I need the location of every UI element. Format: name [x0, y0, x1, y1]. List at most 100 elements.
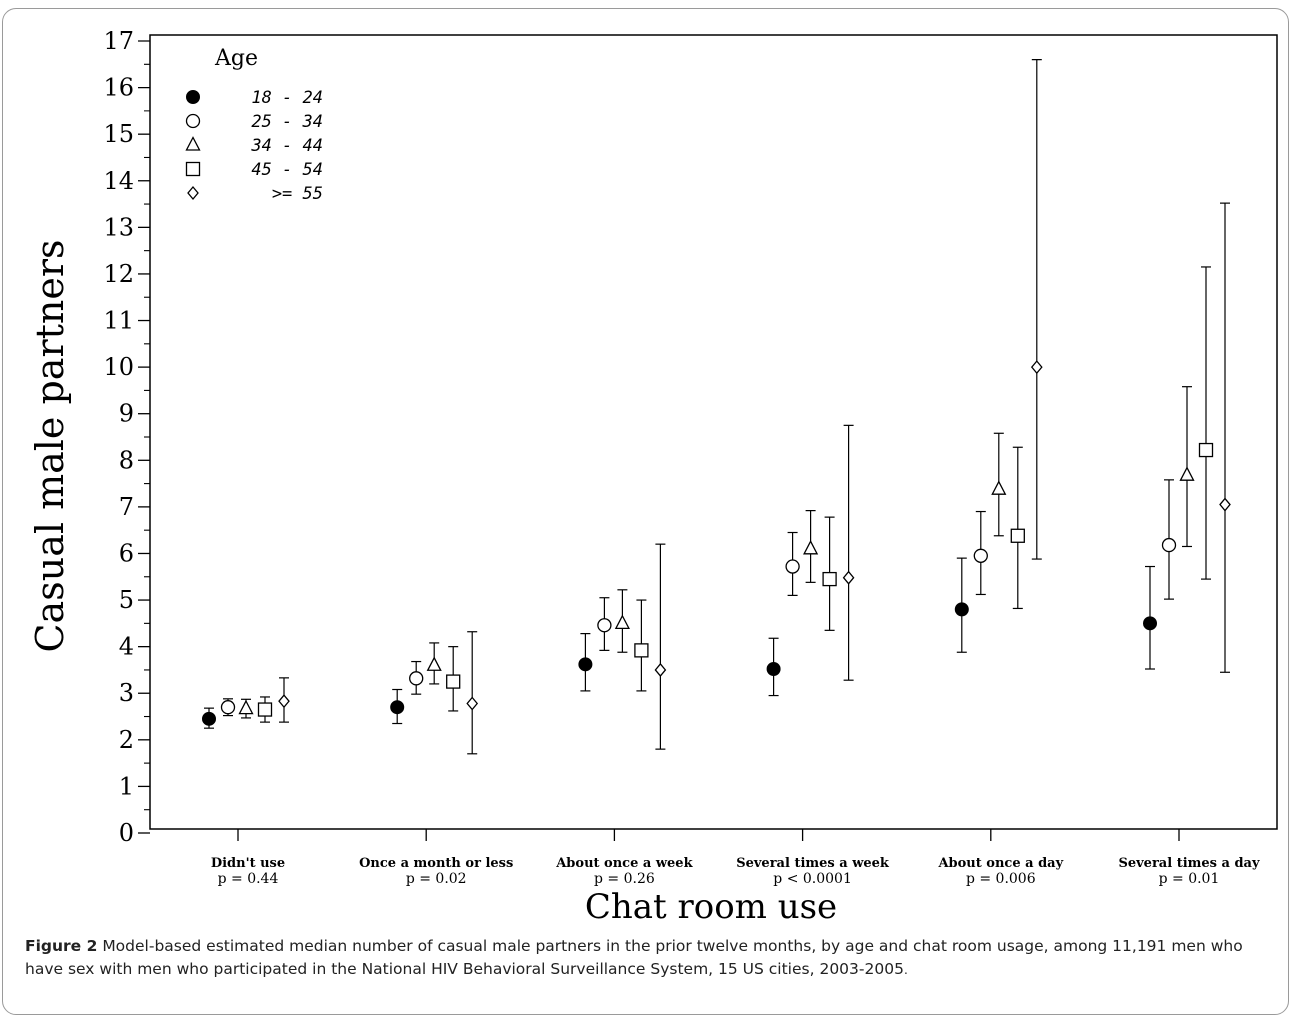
- data-point: [1179, 466, 1195, 481]
- data-point: [446, 674, 461, 689]
- x-p-value-label: p = 0.006: [966, 871, 1036, 887]
- data-point: [202, 711, 216, 726]
- data-point-group: [766, 637, 781, 697]
- data-point-group: [1010, 446, 1025, 610]
- data-point: [1030, 360, 1043, 375]
- data-point: [466, 696, 479, 711]
- data-point: [973, 548, 988, 563]
- data-points: [202, 59, 1231, 755]
- figure-caption: Figure 2 Model-based estimated median nu…: [25, 935, 1275, 982]
- x-category-label: Several times a week: [736, 856, 890, 871]
- data-point-group: [822, 516, 837, 631]
- data-point-group: [954, 557, 969, 653]
- data-point: [578, 657, 593, 672]
- y-axis-title: Casual male partners: [28, 239, 72, 652]
- data-point-group: [390, 688, 405, 725]
- data-point: [954, 602, 969, 617]
- y-tick-label: 10: [103, 353, 134, 381]
- figure-caption-end: .: [903, 963, 908, 977]
- y-tick-label: 4: [119, 633, 134, 661]
- data-point: [220, 700, 236, 715]
- data-point: [654, 662, 667, 677]
- y-tick-label: 14: [103, 167, 134, 195]
- data-point-group: [634, 599, 649, 692]
- data-point-group: [220, 698, 236, 717]
- x-p-value-label: p = 0.02: [406, 871, 467, 887]
- legend-title: Age: [214, 46, 258, 71]
- x-p-value-label: p < 0.0001: [773, 871, 852, 887]
- data-point-group: [614, 589, 630, 653]
- legend-marker: [187, 185, 199, 201]
- data-point: [785, 559, 800, 574]
- y-tick-label: 9: [119, 400, 134, 428]
- data-point: [390, 700, 405, 715]
- x-category-label: Once a month or less: [359, 856, 513, 871]
- figure-caption-text: Model-based estimated median number of c…: [25, 937, 1243, 978]
- legend-marker: [185, 161, 201, 177]
- data-point: [597, 618, 612, 633]
- y-tick-label: 8: [119, 446, 134, 474]
- data-point-group: [1030, 59, 1043, 560]
- data-point-group: [785, 531, 800, 597]
- y-tick-label: 1: [119, 772, 134, 800]
- data-point-group: [578, 633, 593, 692]
- data-point-group: [466, 631, 479, 755]
- x-p-value-label: p = 0.26: [594, 871, 655, 887]
- data-point: [1161, 537, 1177, 553]
- y-tick-label: 17: [103, 27, 134, 55]
- data-point-group: [803, 510, 819, 583]
- legend-marker: [185, 113, 201, 129]
- legend-marker: [186, 90, 200, 104]
- x-category-label: Several times a day: [1118, 856, 1259, 871]
- data-point: [1010, 528, 1025, 543]
- data-point: [1219, 497, 1231, 512]
- figure-label: Figure 2: [25, 937, 98, 955]
- x-category-label: Didn't use: [211, 856, 285, 871]
- legend: Age 18 - 24 25 - 34 34 - 44 45 - 54 >= 55: [185, 46, 323, 204]
- data-point-group: [1198, 266, 1214, 580]
- data-point-group: [1161, 479, 1177, 600]
- data-point-group: [1219, 202, 1231, 673]
- data-point: [614, 614, 630, 630]
- data-point: [803, 539, 819, 555]
- data-point: [842, 570, 855, 585]
- legend-entry-label: 18 - 24: [251, 88, 323, 108]
- data-point-group: [842, 424, 855, 681]
- data-point: [426, 656, 442, 671]
- data-point: [1198, 442, 1214, 458]
- data-point: [634, 643, 649, 658]
- data-point-group: [238, 698, 254, 719]
- data-point-group: [257, 696, 273, 723]
- data-point: [822, 571, 837, 587]
- x-p-value-label: p = 0.01: [1159, 871, 1220, 887]
- data-point-group: [991, 432, 1007, 537]
- legend-entry-label: 34 - 44: [250, 136, 323, 156]
- figure-frame: 0 1 2 3 4 5 6 7 8 9 10 11 12 13 14 15 16 17 Didn't use p =…: [2, 8, 1289, 1015]
- data-point-group: [597, 597, 612, 651]
- data-point-group: [446, 646, 461, 712]
- y-tick-label: 13: [103, 213, 134, 241]
- data-point-group: [1179, 386, 1195, 548]
- y-tick-label: 15: [103, 120, 134, 148]
- y-tick-label: 3: [119, 679, 134, 707]
- data-point: [409, 671, 424, 686]
- y-tick-label: 11: [103, 307, 134, 335]
- y-tick-label: 0: [119, 819, 134, 847]
- data-point-group: [278, 677, 290, 723]
- legend-entry-label: >= 55: [272, 184, 323, 204]
- data-point-group: [202, 707, 216, 729]
- legend-entry-label: 25 - 34: [251, 112, 323, 132]
- data-point: [766, 662, 781, 677]
- y-tick-label: 16: [103, 74, 134, 102]
- data-point: [238, 699, 254, 715]
- x-category-label: About once a week: [555, 856, 693, 871]
- legend-entry-label: 45 - 54: [251, 160, 323, 180]
- data-point-group: [426, 642, 442, 685]
- x-category-label: About once a day: [937, 856, 1063, 871]
- data-point-group: [973, 510, 988, 596]
- legend-marker: [185, 136, 201, 151]
- data-point: [991, 480, 1007, 495]
- data-point-group: [654, 543, 667, 750]
